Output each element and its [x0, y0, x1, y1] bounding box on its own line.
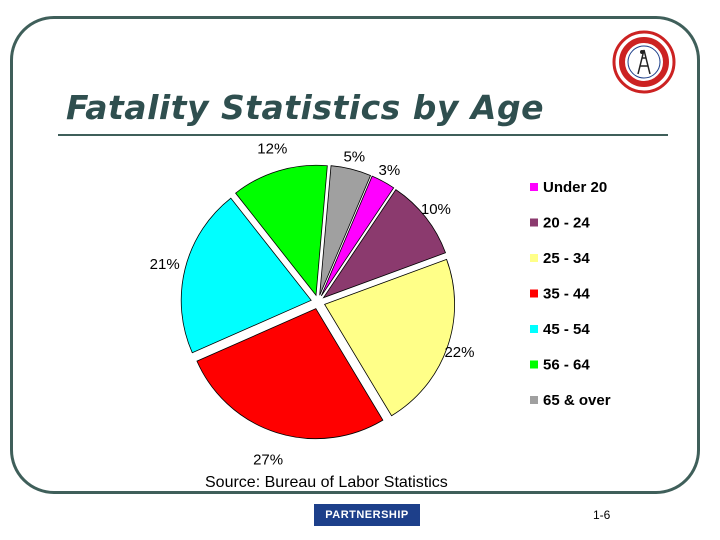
pie-slice-56-64: [235, 164, 328, 297]
organization-seal-logo: [612, 30, 676, 94]
legend-swatch: [530, 289, 538, 298]
pie-slice-45-54: [180, 197, 312, 354]
slice-labels: 3% 10% 22% 27% 21% 12% 5%: [150, 141, 475, 469]
pie-slice-35-44: [196, 308, 384, 440]
slice-label: 5%: [343, 148, 365, 165]
source-caption: Source: Bureau of Labor Statistics: [205, 474, 448, 491]
slice-label: 22%: [444, 344, 474, 361]
legend-label: 25 - 34: [543, 250, 590, 267]
chart-legend: Under 20 20 - 24 25 - 34 35 - 44 45 - 54 56 -…: [530, 179, 611, 409]
slice-label: 27%: [253, 451, 283, 468]
slice-label: 12%: [257, 141, 287, 158]
pie-slices: [180, 164, 455, 440]
legend-swatch: [530, 325, 538, 333]
slice-label: 3%: [378, 162, 400, 179]
legend-label: 20 - 24: [543, 215, 590, 232]
pie-slice-20-24: [322, 189, 447, 299]
pie-slice-65-over: [319, 165, 372, 296]
legend-label: 35 - 44: [543, 286, 590, 303]
slice-label: 21%: [150, 256, 180, 273]
legend-swatch: [530, 360, 538, 369]
legend-label: 56 - 64: [543, 357, 590, 374]
partnership-logo: PARTNERSHIP: [314, 504, 420, 526]
slide-frame: [10, 16, 700, 494]
legend-swatch: [530, 254, 538, 262]
legend-label: 65 & over: [543, 392, 611, 409]
legend-label: Under 20: [543, 179, 607, 196]
pie-slice-under-20: [320, 175, 395, 297]
legend-swatch: [530, 218, 538, 227]
legend-swatch: [530, 396, 538, 404]
slice-label: 10%: [421, 201, 451, 218]
legend-swatch: [530, 183, 538, 191]
slide-title: Fatality Statistics by Age: [66, 88, 544, 127]
page-number: 1-6: [593, 508, 611, 522]
pie-slice-25-34: [324, 258, 455, 417]
title-rule: [58, 134, 668, 136]
legend-label: 45 - 54: [543, 321, 590, 338]
